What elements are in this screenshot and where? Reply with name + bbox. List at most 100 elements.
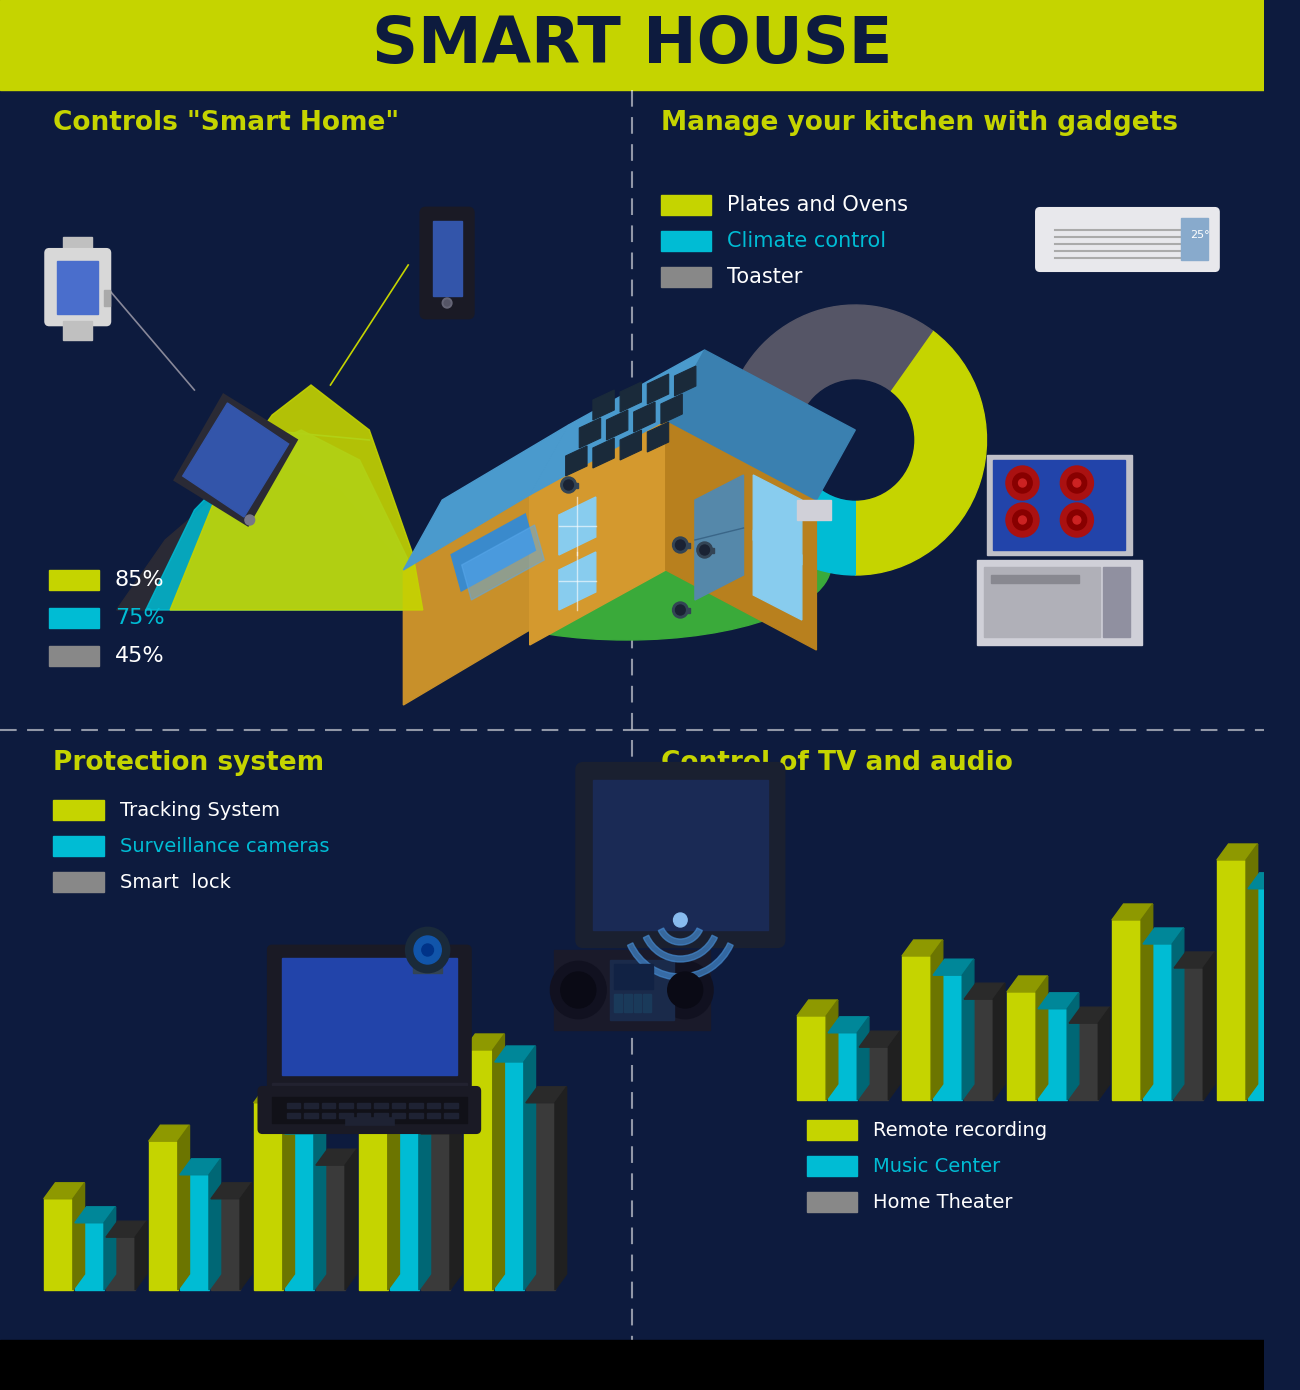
Bar <box>797 1016 826 1099</box>
Circle shape <box>407 929 448 972</box>
Bar <box>391 1113 406 1118</box>
Polygon shape <box>666 420 816 651</box>
Polygon shape <box>44 1183 84 1198</box>
Bar <box>615 965 653 990</box>
Bar <box>433 221 462 296</box>
Bar <box>564 482 579 488</box>
Polygon shape <box>462 525 545 600</box>
Bar <box>987 455 1132 555</box>
Circle shape <box>1067 510 1087 530</box>
Polygon shape <box>1098 1008 1110 1099</box>
Bar <box>965 999 993 1099</box>
Bar <box>179 1175 209 1290</box>
Text: Smart  lock: Smart lock <box>120 873 230 891</box>
Circle shape <box>668 972 703 1008</box>
Polygon shape <box>419 1081 430 1290</box>
Bar <box>445 1104 458 1108</box>
Polygon shape <box>753 475 802 564</box>
Bar <box>104 289 110 306</box>
Polygon shape <box>450 1118 461 1290</box>
Text: Toaster: Toaster <box>727 267 802 286</box>
Polygon shape <box>962 959 974 1099</box>
Bar <box>660 231 711 252</box>
Text: Surveillance cameras: Surveillance cameras <box>120 837 329 855</box>
Bar <box>1217 860 1245 1099</box>
Bar <box>1104 567 1130 637</box>
Circle shape <box>672 602 688 619</box>
Polygon shape <box>1037 992 1079 1009</box>
Polygon shape <box>580 418 601 448</box>
Circle shape <box>797 379 914 500</box>
Bar <box>993 460 1126 550</box>
Polygon shape <box>1173 929 1184 1099</box>
Bar <box>316 1165 344 1290</box>
Bar <box>272 1083 467 1093</box>
Wedge shape <box>855 331 987 575</box>
Bar <box>105 1237 135 1290</box>
Polygon shape <box>826 999 837 1099</box>
Bar <box>984 567 1100 637</box>
Circle shape <box>1061 503 1093 537</box>
Wedge shape <box>628 942 733 980</box>
Wedge shape <box>644 935 718 962</box>
Bar <box>807 1120 857 1140</box>
Bar <box>339 1104 352 1108</box>
Bar <box>797 500 831 520</box>
Bar <box>0 1340 1264 1390</box>
Bar <box>902 956 931 1099</box>
Polygon shape <box>859 1031 900 1047</box>
Polygon shape <box>176 395 296 525</box>
Bar <box>304 1113 317 1118</box>
Text: Plates and Ovens: Plates and Ovens <box>727 195 907 215</box>
Polygon shape <box>1174 952 1216 967</box>
Bar <box>75 1223 104 1290</box>
Polygon shape <box>283 1087 295 1290</box>
Bar <box>410 1113 422 1118</box>
Text: 45%: 45% <box>114 646 164 666</box>
Polygon shape <box>555 1087 567 1290</box>
Bar <box>593 780 768 930</box>
Bar <box>304 1104 317 1108</box>
Bar <box>644 994 651 1012</box>
Polygon shape <box>593 391 615 420</box>
Circle shape <box>421 944 433 956</box>
Bar <box>53 835 104 856</box>
FancyBboxPatch shape <box>421 208 473 318</box>
Bar <box>933 976 962 1099</box>
Polygon shape <box>211 1183 252 1198</box>
Circle shape <box>445 300 450 306</box>
Polygon shape <box>529 420 666 645</box>
Polygon shape <box>828 1017 868 1033</box>
Circle shape <box>560 477 576 493</box>
Polygon shape <box>753 530 802 620</box>
Polygon shape <box>933 959 974 976</box>
Text: Controls "Smart Home": Controls "Smart Home" <box>53 110 399 136</box>
Circle shape <box>244 516 255 525</box>
Polygon shape <box>857 1017 868 1099</box>
Circle shape <box>1019 480 1027 486</box>
Bar <box>828 1033 857 1099</box>
Bar <box>359 1069 387 1290</box>
Circle shape <box>1013 510 1032 530</box>
Bar <box>525 1102 555 1290</box>
Bar <box>374 1104 387 1108</box>
Polygon shape <box>647 423 668 452</box>
Wedge shape <box>724 399 855 575</box>
Polygon shape <box>524 1047 536 1290</box>
FancyBboxPatch shape <box>259 1087 480 1133</box>
Polygon shape <box>1069 1008 1110 1023</box>
Bar <box>1180 218 1208 260</box>
Bar <box>426 1113 441 1118</box>
Bar <box>660 267 711 286</box>
Bar <box>426 1104 441 1108</box>
Polygon shape <box>593 438 615 468</box>
Polygon shape <box>170 385 422 610</box>
Bar <box>64 238 92 256</box>
FancyBboxPatch shape <box>46 249 110 325</box>
Polygon shape <box>1112 904 1153 920</box>
Bar <box>356 1104 370 1108</box>
Polygon shape <box>1245 844 1257 1099</box>
Polygon shape <box>179 1159 221 1175</box>
Circle shape <box>697 542 712 557</box>
Polygon shape <box>464 1034 504 1049</box>
